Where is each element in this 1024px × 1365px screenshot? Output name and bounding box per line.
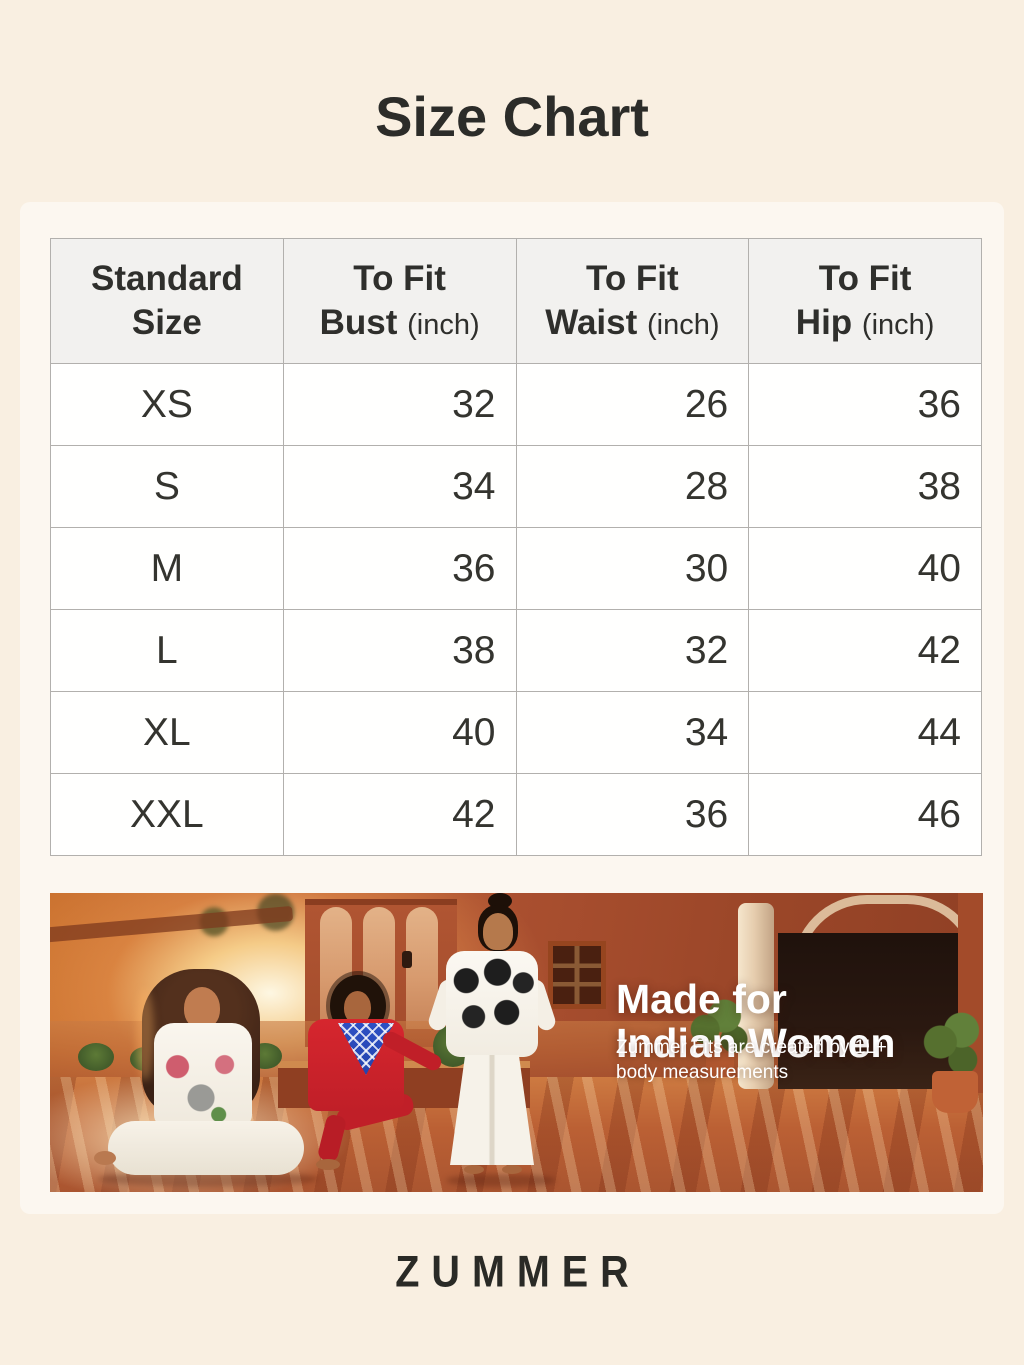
model-left-crossed-legs bbox=[108, 1121, 304, 1175]
banner-subtext-line2: body measurements bbox=[616, 1062, 789, 1084]
header-line: Hip bbox=[795, 303, 853, 342]
banner-heading: Made for Indian Women bbox=[616, 976, 974, 1066]
model-right-shadow bbox=[446, 1174, 556, 1187]
table-row: S 34 28 38 bbox=[50, 445, 982, 528]
bust-value: 32 bbox=[282, 363, 517, 446]
header-line: To Fit bbox=[818, 259, 912, 299]
potted-plant bbox=[686, 993, 750, 1059]
wall-lamp bbox=[402, 951, 412, 968]
model-right-flared-pants bbox=[450, 1055, 534, 1165]
banner-text-block: Made for Indian Women Zummer Fits are cr… bbox=[616, 976, 974, 1084]
model-left-shadow bbox=[98, 1171, 318, 1187]
hip-value: 40 bbox=[748, 527, 982, 610]
banner-subtext: Zummer Fits are created by 1L+ body meas… bbox=[616, 1035, 974, 1083]
model-left-face bbox=[184, 987, 220, 1029]
bust-value: 42 bbox=[282, 773, 517, 856]
header-line: Size bbox=[131, 303, 202, 342]
waist-value: 36 bbox=[515, 773, 750, 856]
waist-value: 26 bbox=[515, 363, 750, 446]
brand-logo: ZUMMER bbox=[395, 1247, 641, 1297]
bust-value: 36 bbox=[282, 527, 517, 610]
waist-value: 32 bbox=[515, 609, 750, 692]
terracotta-pot bbox=[706, 1053, 734, 1077]
banner-heading-line2: Indian Women bbox=[616, 1020, 896, 1067]
header-unit: (inch) bbox=[407, 309, 480, 341]
header-line: Waist bbox=[545, 303, 638, 342]
model-left-floral-shirt bbox=[154, 1023, 252, 1127]
header-row: Standard Size To Fit Bust (inch) To Fit … bbox=[50, 238, 982, 364]
table-row: XL 40 34 44 bbox=[50, 691, 982, 774]
size-label: L bbox=[50, 609, 284, 692]
model-middle-foot bbox=[316, 1159, 340, 1170]
size-table-header: Standard Size To Fit Bust (inch) To Fit … bbox=[50, 238, 982, 364]
table-row: M 36 30 40 bbox=[50, 527, 982, 610]
size-label: S bbox=[50, 445, 284, 528]
plant bbox=[78, 1043, 114, 1071]
size-label: XXL bbox=[50, 773, 284, 856]
waist-value: 28 bbox=[515, 445, 750, 528]
header-line: To Fit bbox=[353, 259, 446, 299]
model-middle-face bbox=[344, 991, 371, 1024]
header-hip: To Fit Hip (inch) bbox=[748, 238, 982, 364]
header-unit: (inch) bbox=[861, 309, 935, 341]
size-chart-table: Standard Size To Fit Bust (inch) To Fit … bbox=[50, 238, 982, 856]
model-right-floral-shirt bbox=[446, 951, 538, 1057]
header-line: Bust bbox=[319, 303, 398, 342]
hip-value: 46 bbox=[748, 773, 982, 856]
waist-value: 34 bbox=[515, 691, 750, 774]
table-row: L 38 32 42 bbox=[50, 609, 982, 692]
size-label: M bbox=[50, 527, 284, 610]
terracotta-pot bbox=[932, 1071, 978, 1113]
bust-value: 34 bbox=[282, 445, 517, 528]
model-left-hand bbox=[94, 1151, 116, 1165]
bust-value: 40 bbox=[282, 691, 517, 774]
banner-heading-line1: Made for bbox=[616, 976, 787, 1022]
potted-plant bbox=[918, 1005, 982, 1079]
header-unit: (inch) bbox=[647, 309, 720, 341]
page-title: Size Chart bbox=[375, 85, 649, 148]
wall-window bbox=[548, 941, 606, 1009]
model-right-foot bbox=[464, 1165, 484, 1174]
table-row: XS 32 26 36 bbox=[50, 363, 982, 446]
header-waist: To Fit Waist (inch) bbox=[515, 238, 750, 364]
hip-value: 42 bbox=[748, 609, 982, 692]
bust-value: 38 bbox=[282, 609, 517, 692]
hip-value: 36 bbox=[748, 363, 982, 446]
banner-subtext-line1: Zummer Fits are created by 1L+ bbox=[616, 1037, 887, 1059]
header-line: Standard bbox=[91, 259, 243, 299]
model-right-face bbox=[483, 913, 513, 950]
header-line: To Fit bbox=[586, 259, 679, 299]
size-table-body: XS 32 26 36 S 34 28 38 M 36 30 40 L 38 3… bbox=[50, 363, 982, 856]
waist-value: 30 bbox=[515, 527, 750, 610]
model-right-foot bbox=[502, 1165, 522, 1174]
size-label: XL bbox=[50, 691, 284, 774]
header-standard-size: Standard Size bbox=[50, 238, 284, 364]
header-bust: To Fit Bust (inch) bbox=[282, 238, 517, 364]
promo-banner: Made for Indian Women Zummer Fits are cr… bbox=[50, 893, 983, 1192]
size-label: XS bbox=[50, 363, 284, 446]
hip-value: 38 bbox=[748, 445, 982, 528]
arch-colonnade bbox=[320, 907, 438, 1029]
table-row: XXL 42 36 46 bbox=[50, 773, 982, 856]
hip-value: 44 bbox=[748, 691, 982, 774]
